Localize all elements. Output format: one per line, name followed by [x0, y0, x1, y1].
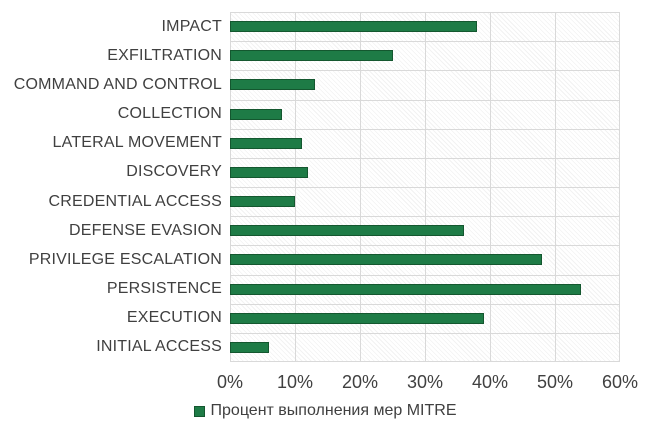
category-label: CREDENTIAL ACCESS	[48, 192, 222, 210]
category-label: COMMAND AND CONTROL	[13, 75, 222, 93]
bar-execution	[230, 312, 484, 324]
plot-area	[230, 12, 620, 362]
category-label: INITIAL ACCESS	[96, 338, 222, 356]
category-label: IMPACT	[161, 17, 222, 35]
legend-swatch-icon	[193, 405, 205, 417]
horizontal-gridline	[230, 361, 620, 362]
category-label: DISCOVERY	[126, 163, 222, 181]
legend: Процент выполнения мер MITRE	[0, 400, 650, 422]
category-label: LATERAL MOVEMENT	[52, 134, 222, 152]
legend-label: Процент выполнения мер MITRE	[210, 402, 457, 419]
x-tick-label: 50%	[536, 372, 574, 392]
x-tick-label: 0%	[216, 372, 244, 392]
bar-defense-evasion	[230, 225, 464, 237]
horizontal-gridline	[230, 99, 620, 101]
category-label: COLLECTION	[117, 105, 222, 123]
bar-credential-access	[230, 196, 295, 208]
category-label: PRIVILEGE ESCALATION	[28, 250, 222, 268]
horizontal-gridline	[230, 128, 620, 130]
horizontal-gridline	[230, 157, 620, 159]
x-tick-label: 60%	[601, 372, 639, 392]
x-tick-label: 30%	[406, 372, 444, 392]
category-label: PERSISTENCE	[106, 280, 222, 298]
bar-initial-access	[230, 341, 269, 353]
horizontal-gridline	[230, 274, 620, 276]
horizontal-gridline	[230, 187, 620, 188]
horizontal-gridline	[230, 303, 620, 305]
horizontal-gridline	[230, 216, 620, 218]
bar-privilege-escalation	[230, 254, 542, 266]
y-axis-category-labels: IMPACT EXFILTRATION COMMAND AND CONTROL COL…	[0, 12, 222, 362]
horizontal-gridline	[230, 41, 620, 43]
horizontal-gridline	[230, 332, 620, 334]
bar-discovery	[230, 166, 308, 178]
bar-lateral-movement	[230, 137, 302, 149]
bar-impact	[230, 21, 477, 33]
bar-exfiltration	[230, 50, 393, 62]
horizontal-gridline	[230, 12, 620, 13]
x-axis-tick-labels: 0% 10% 20% 30% 40% 50% 60%	[217, 370, 638, 394]
horizontal-gridline	[230, 245, 620, 247]
x-tick-label: 40%	[471, 372, 509, 392]
category-label: EXFILTRATION	[107, 46, 222, 64]
category-label: DEFENSE EVASION	[69, 221, 222, 239]
bar-command-and-control	[230, 79, 315, 91]
x-tick-label: 10%	[276, 372, 314, 392]
category-label: EXECUTION	[126, 309, 222, 327]
x-tick-label: 20%	[341, 372, 379, 392]
bar-collection	[230, 108, 282, 120]
bar-persistence	[230, 283, 581, 295]
horizontal-gridline	[230, 70, 620, 72]
